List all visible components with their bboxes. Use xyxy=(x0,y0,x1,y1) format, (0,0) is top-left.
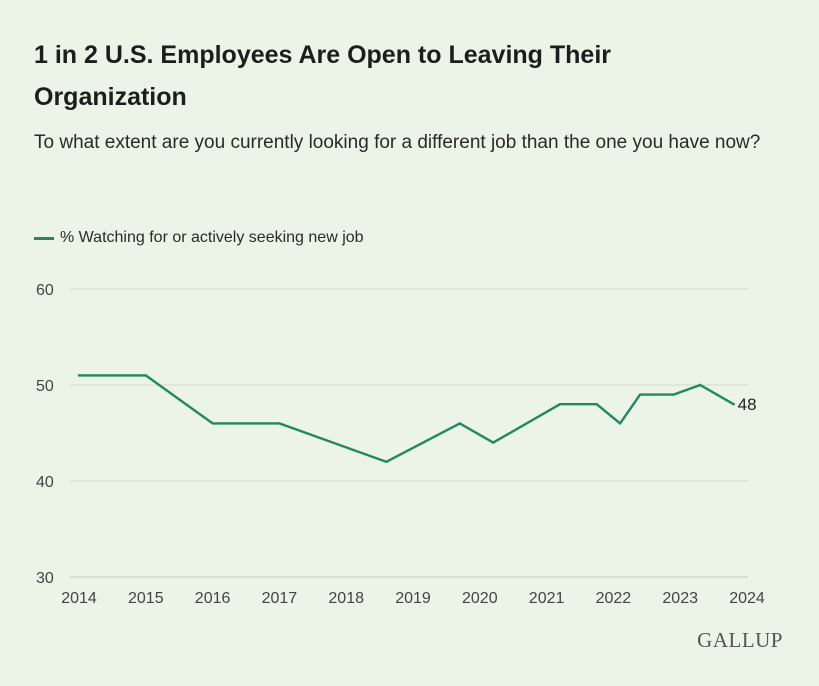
data-point xyxy=(77,374,81,377)
chart-subtitle: To what extent are you currently looking… xyxy=(34,132,761,153)
data-point xyxy=(638,393,642,396)
x-tick-label: 2019 xyxy=(395,590,431,607)
x-tick-label: 2020 xyxy=(462,590,498,607)
x-tick-label: 2015 xyxy=(128,590,164,607)
x-tick-label: 2024 xyxy=(729,590,765,607)
gallup-logo: GALLUP xyxy=(697,628,783,652)
chart-title: 1 in 2 U.S. Employees Are Open to Leavin… xyxy=(34,41,612,111)
data-point xyxy=(211,422,214,425)
x-tick-label: 2022 xyxy=(596,590,632,607)
legend-label: % Watching for or actively seeking new j… xyxy=(60,229,364,246)
data-point xyxy=(618,422,622,425)
legend-swatch xyxy=(34,236,54,240)
data-point xyxy=(595,403,598,406)
data-point xyxy=(558,403,562,406)
data-point xyxy=(458,422,461,425)
legend: % Watching for or actively seeking new j… xyxy=(34,226,364,250)
data-point xyxy=(491,441,495,444)
data-point xyxy=(699,383,702,387)
y-tick-label: 40 xyxy=(36,474,54,491)
end-data-label: 48 xyxy=(738,395,757,414)
x-tick-label: 2017 xyxy=(262,590,298,607)
y-tick-label: 60 xyxy=(36,282,54,299)
data-point xyxy=(732,403,735,406)
data-point xyxy=(385,460,388,463)
x-tick-label: 2023 xyxy=(662,590,698,607)
data-point xyxy=(144,374,147,377)
x-tick-label: 2018 xyxy=(328,590,364,607)
y-tick-label: 30 xyxy=(36,570,54,587)
x-tick-label: 2021 xyxy=(529,590,565,607)
data-point xyxy=(278,422,281,425)
x-tick-label: 2016 xyxy=(195,590,231,607)
series-line xyxy=(77,374,735,463)
y-tick-label: 50 xyxy=(36,378,54,395)
data-point xyxy=(672,393,675,396)
x-tick-label: 2014 xyxy=(61,590,97,607)
